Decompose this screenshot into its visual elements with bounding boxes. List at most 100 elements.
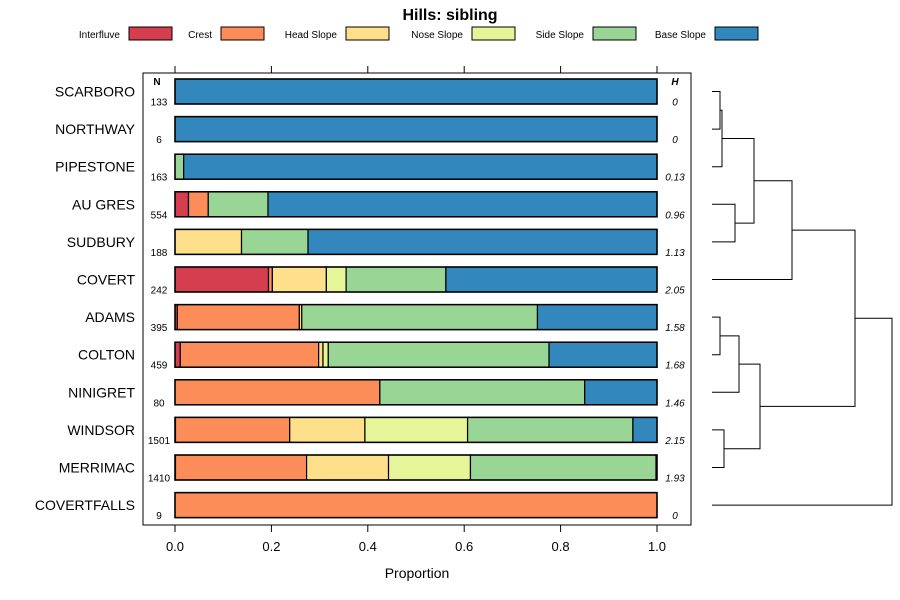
x-tick-label-2: 0.4 xyxy=(359,539,377,554)
bar-segment-covert-nose-slope xyxy=(325,266,347,293)
n-label-scarboro: 133 xyxy=(151,98,168,109)
h-label-covert: 2.05 xyxy=(664,286,685,297)
dendrogram-link-5 xyxy=(712,316,721,356)
bar-segment-colton-nose-slope xyxy=(322,341,329,368)
plot-frame xyxy=(142,72,692,526)
n-label-covertfalls: 9 xyxy=(156,511,162,522)
bar-segment-merrimac-crest xyxy=(174,454,308,481)
row-label-covert: COVERT xyxy=(77,272,136,288)
bar-row-sudbury xyxy=(174,228,658,256)
bar-outline-colton xyxy=(174,341,658,368)
bar-segment-ninigret-side-slope xyxy=(379,379,586,406)
row-labels: SCARBORO NORTHWAY PIPESTONE AU GRES SUDBURY C… xyxy=(35,84,136,514)
bar-outline-ninigret xyxy=(174,379,658,406)
bar-row-covertfalls xyxy=(174,491,658,519)
bar-outline-merrimac xyxy=(174,454,658,481)
bar-row-windsor xyxy=(174,416,658,444)
bar-row-merrimac xyxy=(174,454,658,481)
legend-label-crest: Crest xyxy=(188,30,212,41)
bar-row-pipestone xyxy=(174,153,658,180)
h-label-pipestone: 0.13 xyxy=(665,173,685,184)
bar-outline-covert xyxy=(174,266,658,293)
bar-segment-colton-side-slope xyxy=(327,341,550,368)
legend-swatch-interfluve xyxy=(128,26,173,41)
dendrogram-link-10 xyxy=(712,317,893,506)
bar-segment-windsor-nose-slope xyxy=(364,416,469,443)
n-label-colton: 459 xyxy=(151,361,168,372)
bar-segment-pipestone-side-slope xyxy=(174,153,185,180)
x-tick-label-3: 0.6 xyxy=(455,539,473,554)
bar-segment-adams-base-slope xyxy=(536,304,658,331)
bar-row-adams xyxy=(174,303,658,331)
bar-segment-au-gres-base-slope xyxy=(267,191,658,218)
dendrogram-link-0 xyxy=(712,91,721,130)
x-axis-title: Proportion xyxy=(385,565,450,581)
x-tick-label-1: 0.2 xyxy=(262,539,280,554)
h-label-windsor: 2.15 xyxy=(664,436,685,447)
bar-segment-au-gres-crest xyxy=(187,191,209,218)
n-label-merrimac: 1410 xyxy=(148,474,171,485)
bar-segment-windsor-head-slope xyxy=(289,416,366,443)
row-label-scarboro: SCARBORO xyxy=(55,84,135,100)
n-label-covert: 242 xyxy=(151,286,168,297)
bar-row-scarboro xyxy=(174,78,658,105)
dendrogram-link-4 xyxy=(712,180,793,280)
x-axis: 0.0 0.2 0.4 0.6 0.8 1.0 xyxy=(166,525,666,554)
x-tick-label-0: 0.0 xyxy=(166,539,184,554)
bar-segment-merrimac-nose-slope xyxy=(387,454,472,481)
chart-title: Hills: sibling xyxy=(402,7,497,24)
bar-segment-adams-crest xyxy=(176,304,300,331)
n-label-ninigret: 80 xyxy=(153,398,165,409)
legend-label-interfluve: Interfluve xyxy=(79,30,121,41)
dendrogram-link-9 xyxy=(760,229,856,407)
row-label-merrimac: MERRIMAC xyxy=(59,460,135,476)
n-label-sudbury: 188 xyxy=(151,248,168,259)
bars xyxy=(174,78,658,519)
bar-segment-covertfalls-crest xyxy=(174,492,658,519)
n-label-pipestone: 163 xyxy=(151,173,168,184)
h-label-sudbury: 1.13 xyxy=(665,248,685,259)
legend-swatch-crest xyxy=(220,26,265,41)
x-tick-label-4: 0.8 xyxy=(552,539,570,554)
h-label-adams: 1.58 xyxy=(665,323,685,334)
bar-outline-au-gres xyxy=(174,191,658,218)
bar-segment-au-gres-side-slope xyxy=(207,191,269,218)
legend-label-side-slope: Side Slope xyxy=(536,30,585,41)
h-label-covertfalls: 0 xyxy=(672,511,678,522)
row-label-pipestone: PIPESTONE xyxy=(55,159,135,175)
bar-segment-covert-side-slope xyxy=(345,266,447,293)
bar-outline-windsor xyxy=(174,416,658,444)
legend-swatch-base-slope xyxy=(714,26,759,41)
bar-segment-adams-side-slope xyxy=(301,304,539,331)
legend-label-nose-slope: Nose Slope xyxy=(411,30,463,41)
n-label-adams: 395 xyxy=(151,323,168,334)
legend-label-head-slope: Head Slope xyxy=(285,30,338,41)
bar-segment-merrimac-side-slope xyxy=(469,454,657,481)
bar-row-colton xyxy=(174,341,658,368)
x-tick-label-5: 1.0 xyxy=(648,539,666,554)
row-label-covertfalls: COVERTFALLS xyxy=(35,497,135,513)
n-label-northway: 6 xyxy=(156,135,162,146)
bar-segment-sudbury-base-slope xyxy=(307,228,658,255)
legend-label-base-slope: Base Slope xyxy=(655,30,707,41)
bar-row-northway xyxy=(174,115,658,143)
bar-segment-windsor-side-slope xyxy=(466,416,634,443)
dendrogram-link-7 xyxy=(712,429,725,468)
bar-segment-sudbury-side-slope xyxy=(240,228,309,255)
h-label-colton: 1.68 xyxy=(665,361,685,372)
dendrogram-link-3 xyxy=(722,138,755,224)
bar-segment-ninigret-base-slope xyxy=(584,379,658,406)
bar-segment-colton-base-slope xyxy=(548,341,658,368)
bar-outline-scarboro xyxy=(174,78,658,105)
n-label-windsor: 1501 xyxy=(148,436,171,447)
n-labels: 133 6 163 554 188 242 395 459 80 1501 1410 9 xyxy=(148,98,171,523)
row-label-windsor: WINDSOR xyxy=(67,422,135,438)
bar-segment-colton-head-slope xyxy=(318,341,324,368)
dendrogram-link-6 xyxy=(712,335,740,393)
bar-segment-covert-interfluve xyxy=(174,266,270,293)
h-label-au-gres: 0.96 xyxy=(665,210,685,221)
bar-segment-colton-interfluve xyxy=(174,341,181,368)
bar-outline-pipestone xyxy=(174,153,658,180)
bar-row-ninigret xyxy=(174,379,658,406)
dendrogram xyxy=(712,91,893,506)
